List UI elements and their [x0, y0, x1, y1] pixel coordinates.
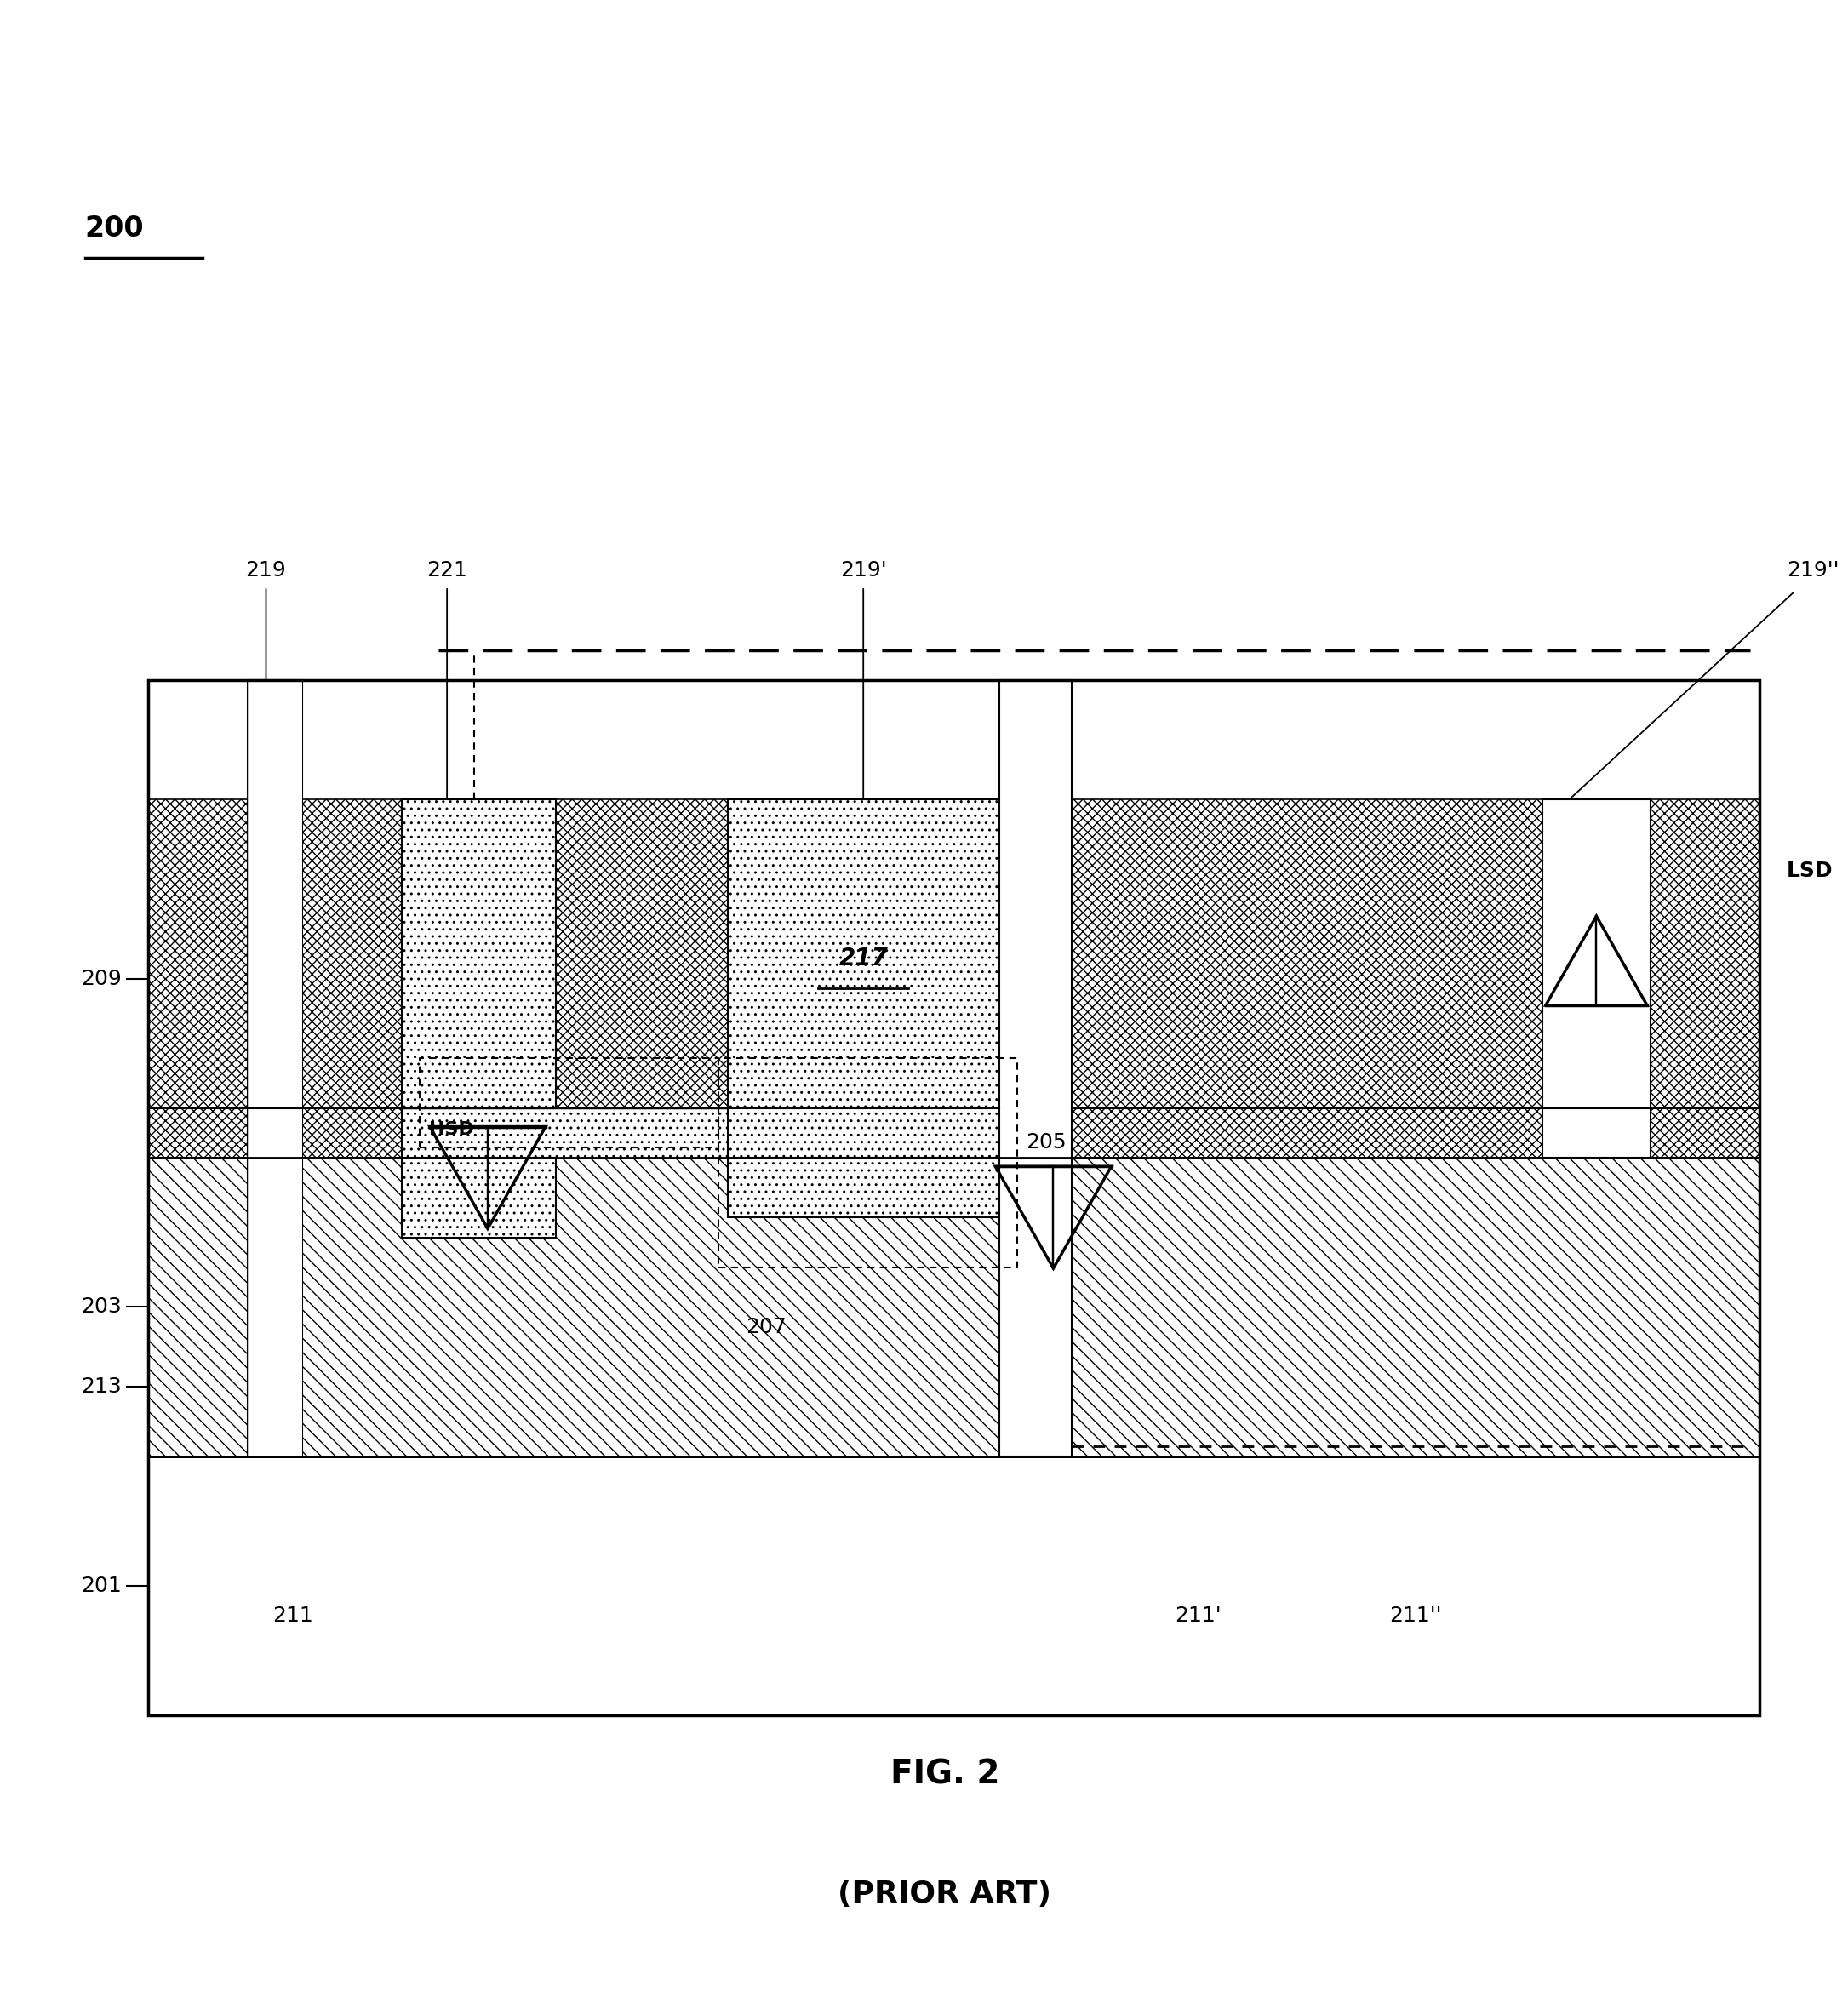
Bar	[728, 799, 1000, 1218]
Bar	[303, 799, 401, 1158]
Bar	[1650, 799, 1759, 1158]
Text: FIG. 2: FIG. 2	[891, 1759, 1000, 1791]
Bar	[148, 799, 248, 1158]
Text: 213: 213	[81, 1376, 122, 1396]
Bar	[1541, 799, 1650, 1158]
Text: 207: 207	[745, 1316, 785, 1338]
Text: HSD: HSD	[429, 1120, 473, 1138]
Text: 205: 205	[1026, 1132, 1066, 1152]
Text: 211: 211	[274, 1606, 314, 1626]
Bar	[1072, 1158, 1759, 1456]
Text: 221: 221	[427, 561, 468, 581]
Bar	[148, 681, 1759, 1715]
Bar	[1072, 799, 1541, 1158]
Bar	[148, 1158, 1000, 1456]
Text: 209: 209	[81, 969, 122, 989]
Bar	[1000, 681, 1072, 1456]
Text: 219'': 219''	[1787, 561, 1839, 581]
Text: 219: 219	[246, 561, 286, 581]
Bar	[401, 799, 556, 1238]
FancyBboxPatch shape	[248, 681, 303, 1456]
Text: 201: 201	[81, 1576, 122, 1596]
Bar	[401, 1108, 728, 1158]
Bar	[248, 681, 303, 1456]
Text: 211'': 211''	[1390, 1606, 1441, 1626]
Bar	[556, 799, 728, 1158]
Bar	[148, 1456, 1759, 1715]
Text: 200: 200	[85, 214, 144, 242]
Text: (PRIOR ART): (PRIOR ART)	[837, 1879, 1052, 1909]
Text: 217: 217	[839, 947, 887, 971]
Text: 203: 203	[81, 1296, 122, 1318]
Text: 219': 219'	[841, 561, 887, 581]
Text: LSD: LSD	[1787, 861, 1833, 881]
Text: 211': 211'	[1175, 1606, 1222, 1626]
